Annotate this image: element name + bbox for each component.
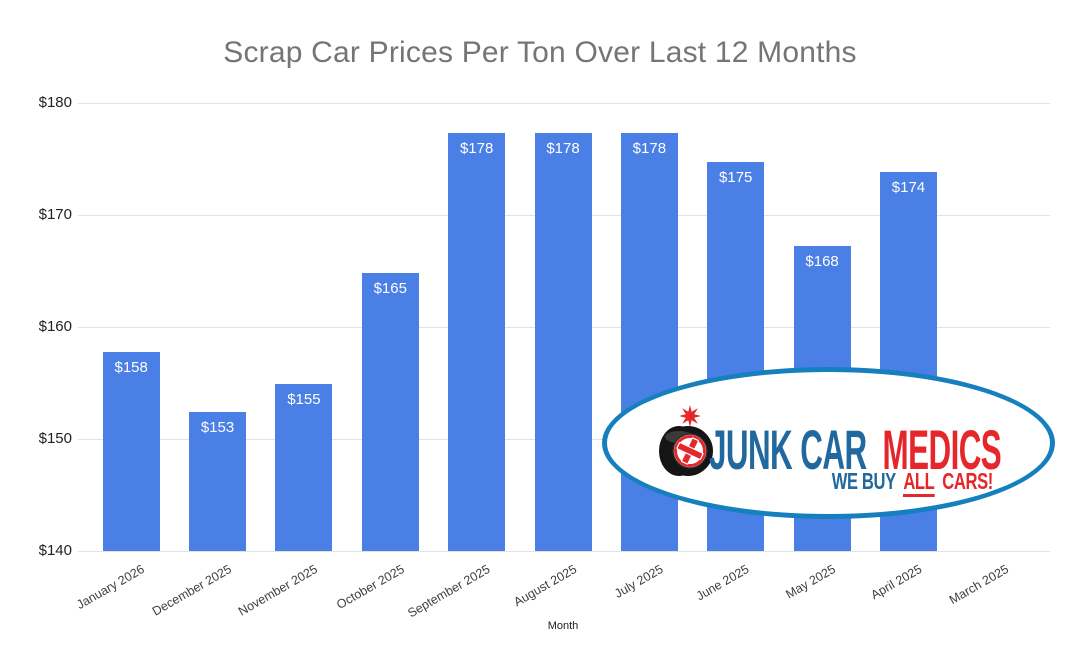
- x-axis-tick-label-november-2025: November 2025: [235, 562, 320, 619]
- x-axis-tick-label-march-2025: March 2025: [946, 562, 1011, 608]
- bar-august-2025: $178: [534, 133, 592, 551]
- y-axis-tick-label: $160: [38, 318, 72, 335]
- chart-title: Scrap Car Prices Per Ton Over Last 12 Mo…: [223, 36, 857, 69]
- bar-october-2025: $165: [361, 273, 419, 551]
- y-axis-tick-label: $180: [38, 94, 72, 111]
- tagline-all: ALL: [903, 468, 935, 497]
- medic-cross-icon: [676, 437, 704, 465]
- y-axis-tick-label: $140: [38, 542, 72, 559]
- bar-value-label: $178: [459, 140, 494, 158]
- x-axis-tick-label-october-2025: October 2025: [333, 562, 407, 612]
- x-axis-tick-label-december-2025: December 2025: [149, 562, 234, 619]
- brand-wordmark: JUNK CAR MEDICS: [709, 422, 1002, 478]
- tire-medic-icon: [659, 405, 713, 476]
- y-axis-tick-label: $150: [38, 430, 72, 447]
- bar-value-label: $178: [632, 140, 667, 158]
- junk-car-medics-logo: JUNK CAR MEDICS WE BUY ALL CARS!: [602, 367, 1055, 519]
- x-axis-tick-label-may-2025: May 2025: [783, 562, 839, 602]
- x-axis-tick-label-august-2025: August 2025: [511, 562, 579, 610]
- bar-value-label: $168: [805, 253, 839, 271]
- x-axis-title: Month: [547, 620, 579, 632]
- x-axis-tick-label-september-2025: September 2025: [405, 562, 493, 621]
- tagline-cars: CARS!: [942, 468, 993, 494]
- brand-text-junk-car: JUNK CAR: [709, 418, 867, 481]
- x-axis-tick-label-july-2025: July 2025: [612, 562, 666, 601]
- spark-icon: [679, 405, 701, 427]
- y-axis-tick-label: $170: [38, 206, 72, 223]
- bar-january-2026: $158: [102, 351, 160, 551]
- bar-value-label: $155: [287, 391, 321, 409]
- bar-value-label: $175: [719, 169, 753, 187]
- bar-value-label: $165: [373, 280, 407, 298]
- bar-december-2025: $153: [189, 412, 247, 551]
- bar-value-label: $153: [200, 419, 235, 437]
- gridline-180: [78, 103, 1050, 104]
- x-axis-tick-label-june-2025: June 2025: [694, 562, 752, 604]
- tagline-we-buy: WE BUY: [831, 468, 896, 494]
- bar-november-2025: $155: [275, 384, 333, 551]
- x-axis-tick-label-january-2026: January 2026: [74, 562, 148, 613]
- bar-value-label: $174: [891, 179, 926, 197]
- gridline-140: [78, 551, 1050, 552]
- bar-value-label: $158: [114, 358, 148, 376]
- brand-tagline: WE BUY ALL CARS!: [831, 468, 993, 497]
- bar-value-label: $178: [546, 140, 580, 158]
- brand-text-medics: MEDICS: [882, 418, 1002, 481]
- bar-september-2025: $178: [448, 133, 506, 551]
- x-axis-tick-label-april-2025: April 2025: [868, 562, 925, 603]
